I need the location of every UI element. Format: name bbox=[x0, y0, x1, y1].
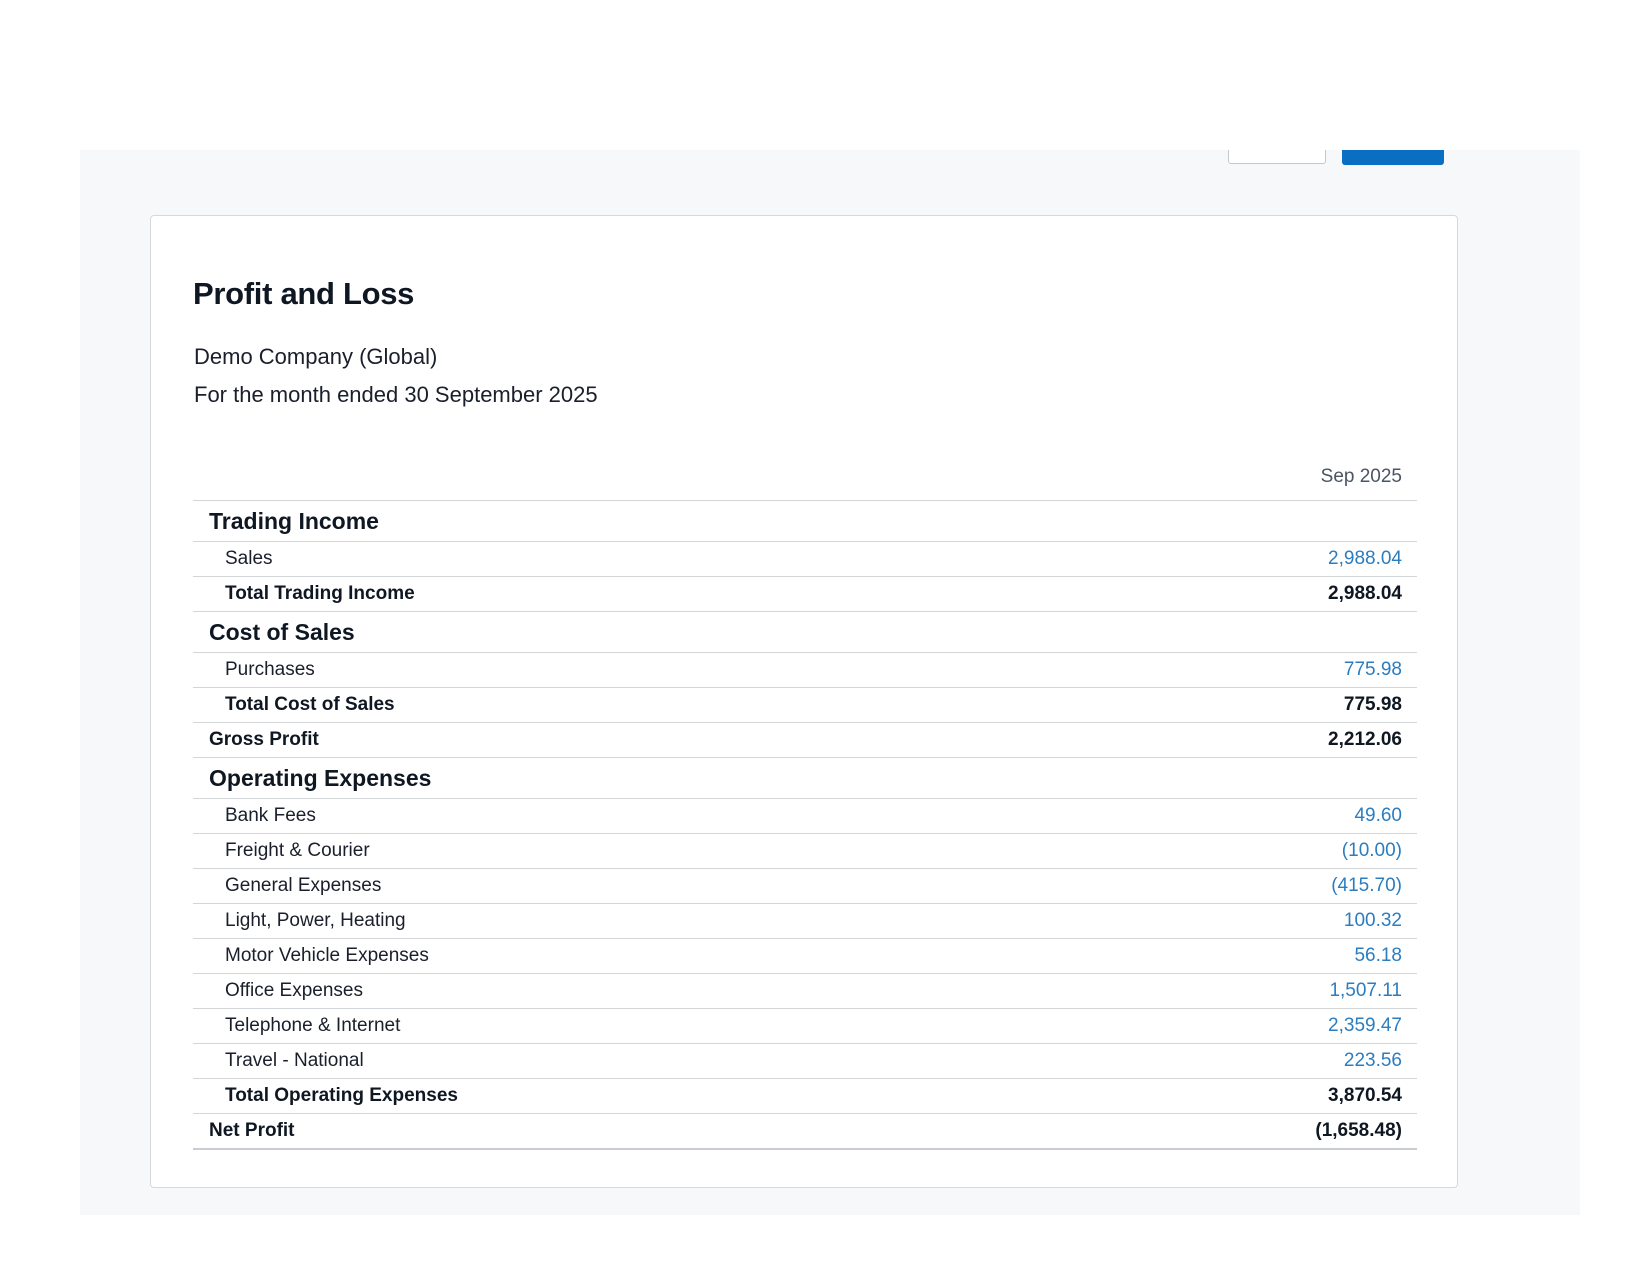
total-amount: 775.98 bbox=[1077, 687, 1417, 723]
net-profit-label: Net Profit bbox=[193, 1113, 1078, 1150]
account-name: Freight & Courier bbox=[193, 833, 1078, 869]
account-column-header bbox=[193, 454, 1078, 501]
table-row: Office Expenses 1,507.11 bbox=[193, 973, 1417, 1009]
table-row: General Expenses (415.70) bbox=[193, 868, 1417, 904]
account-amount-link[interactable]: 56.18 bbox=[1077, 938, 1417, 974]
section-heading: Trading Income bbox=[193, 500, 1417, 542]
account-amount-link[interactable]: 775.98 bbox=[1077, 652, 1417, 688]
account-name: Travel - National bbox=[193, 1043, 1078, 1079]
gross-profit-amount: 2,212.06 bbox=[1077, 722, 1417, 758]
total-label: Total Operating Expenses bbox=[193, 1078, 1078, 1114]
account-name: Office Expenses bbox=[193, 973, 1078, 1009]
total-label: Total Cost of Sales bbox=[193, 687, 1078, 723]
section-operating-expenses: Operating Expenses bbox=[193, 757, 1417, 799]
account-name: Purchases bbox=[193, 652, 1078, 688]
report-title: Profit and Loss bbox=[193, 276, 415, 311]
column-header-row: Sep 2025 bbox=[193, 454, 1417, 501]
account-amount-link[interactable]: 2,359.47 bbox=[1077, 1008, 1417, 1044]
report-period: For the month ended 30 September 2025 bbox=[194, 382, 598, 407]
section-cost-of-sales: Cost of Sales bbox=[193, 611, 1417, 653]
account-name: Light, Power, Heating bbox=[193, 903, 1078, 939]
section-trading-income: Trading Income bbox=[193, 500, 1417, 542]
section-heading: Operating Expenses bbox=[193, 757, 1417, 799]
table-row: Purchases 775.98 bbox=[193, 652, 1417, 688]
report-card: Profit and Loss Demo Company (Global) Fo… bbox=[150, 215, 1458, 1188]
gross-profit-row: Gross Profit 2,212.06 bbox=[193, 722, 1417, 758]
account-name: Telephone & Internet bbox=[193, 1008, 1078, 1044]
top-whitespace bbox=[0, 0, 1650, 150]
total-amount: 3,870.54 bbox=[1077, 1078, 1417, 1114]
account-amount-link[interactable]: (10.00) bbox=[1077, 833, 1417, 869]
account-amount-link[interactable]: 49.60 bbox=[1077, 798, 1417, 834]
account-name: Sales bbox=[193, 541, 1078, 577]
table-row: Travel - National 223.56 bbox=[193, 1043, 1417, 1079]
table-row: Motor Vehicle Expenses 56.18 bbox=[193, 938, 1417, 974]
table-row: Bank Fees 49.60 bbox=[193, 798, 1417, 834]
table-row: Telephone & Internet 2,359.47 bbox=[193, 1008, 1417, 1044]
profit-loss-table: Sep 2025 Trading Income Sales 2,988.04 T… bbox=[193, 454, 1417, 1150]
account-amount-link[interactable]: (415.70) bbox=[1077, 868, 1417, 904]
account-name: Bank Fees bbox=[193, 798, 1078, 834]
account-amount-link[interactable]: 2,988.04 bbox=[1077, 541, 1417, 577]
organisation-name: Demo Company (Global) bbox=[194, 344, 438, 369]
total-row: Total Cost of Sales 775.98 bbox=[193, 687, 1417, 723]
account-amount-link[interactable]: 223.56 bbox=[1077, 1043, 1417, 1079]
net-profit-row: Net Profit (1,658.48) bbox=[193, 1113, 1417, 1150]
total-row: Total Operating Expenses 3,870.54 bbox=[193, 1078, 1417, 1114]
period-column-header: Sep 2025 bbox=[1320, 466, 1402, 487]
account-name: General Expenses bbox=[193, 868, 1078, 904]
table-row: Freight & Courier (10.00) bbox=[193, 833, 1417, 869]
account-name: Motor Vehicle Expenses bbox=[193, 938, 1078, 974]
account-amount-link[interactable]: 100.32 bbox=[1077, 903, 1417, 939]
total-label: Total Trading Income bbox=[193, 576, 1078, 612]
total-row: Total Trading Income 2,988.04 bbox=[193, 576, 1417, 612]
account-amount-link[interactable]: 1,507.11 bbox=[1077, 973, 1417, 1009]
total-amount: 2,988.04 bbox=[1077, 576, 1417, 612]
net-profit-amount: (1,658.48) bbox=[1077, 1113, 1417, 1150]
table-row: Sales 2,988.04 bbox=[193, 541, 1417, 577]
table-row: Light, Power, Heating 100.32 bbox=[193, 903, 1417, 939]
gross-profit-label: Gross Profit bbox=[193, 722, 1078, 758]
section-heading: Cost of Sales bbox=[193, 611, 1417, 653]
